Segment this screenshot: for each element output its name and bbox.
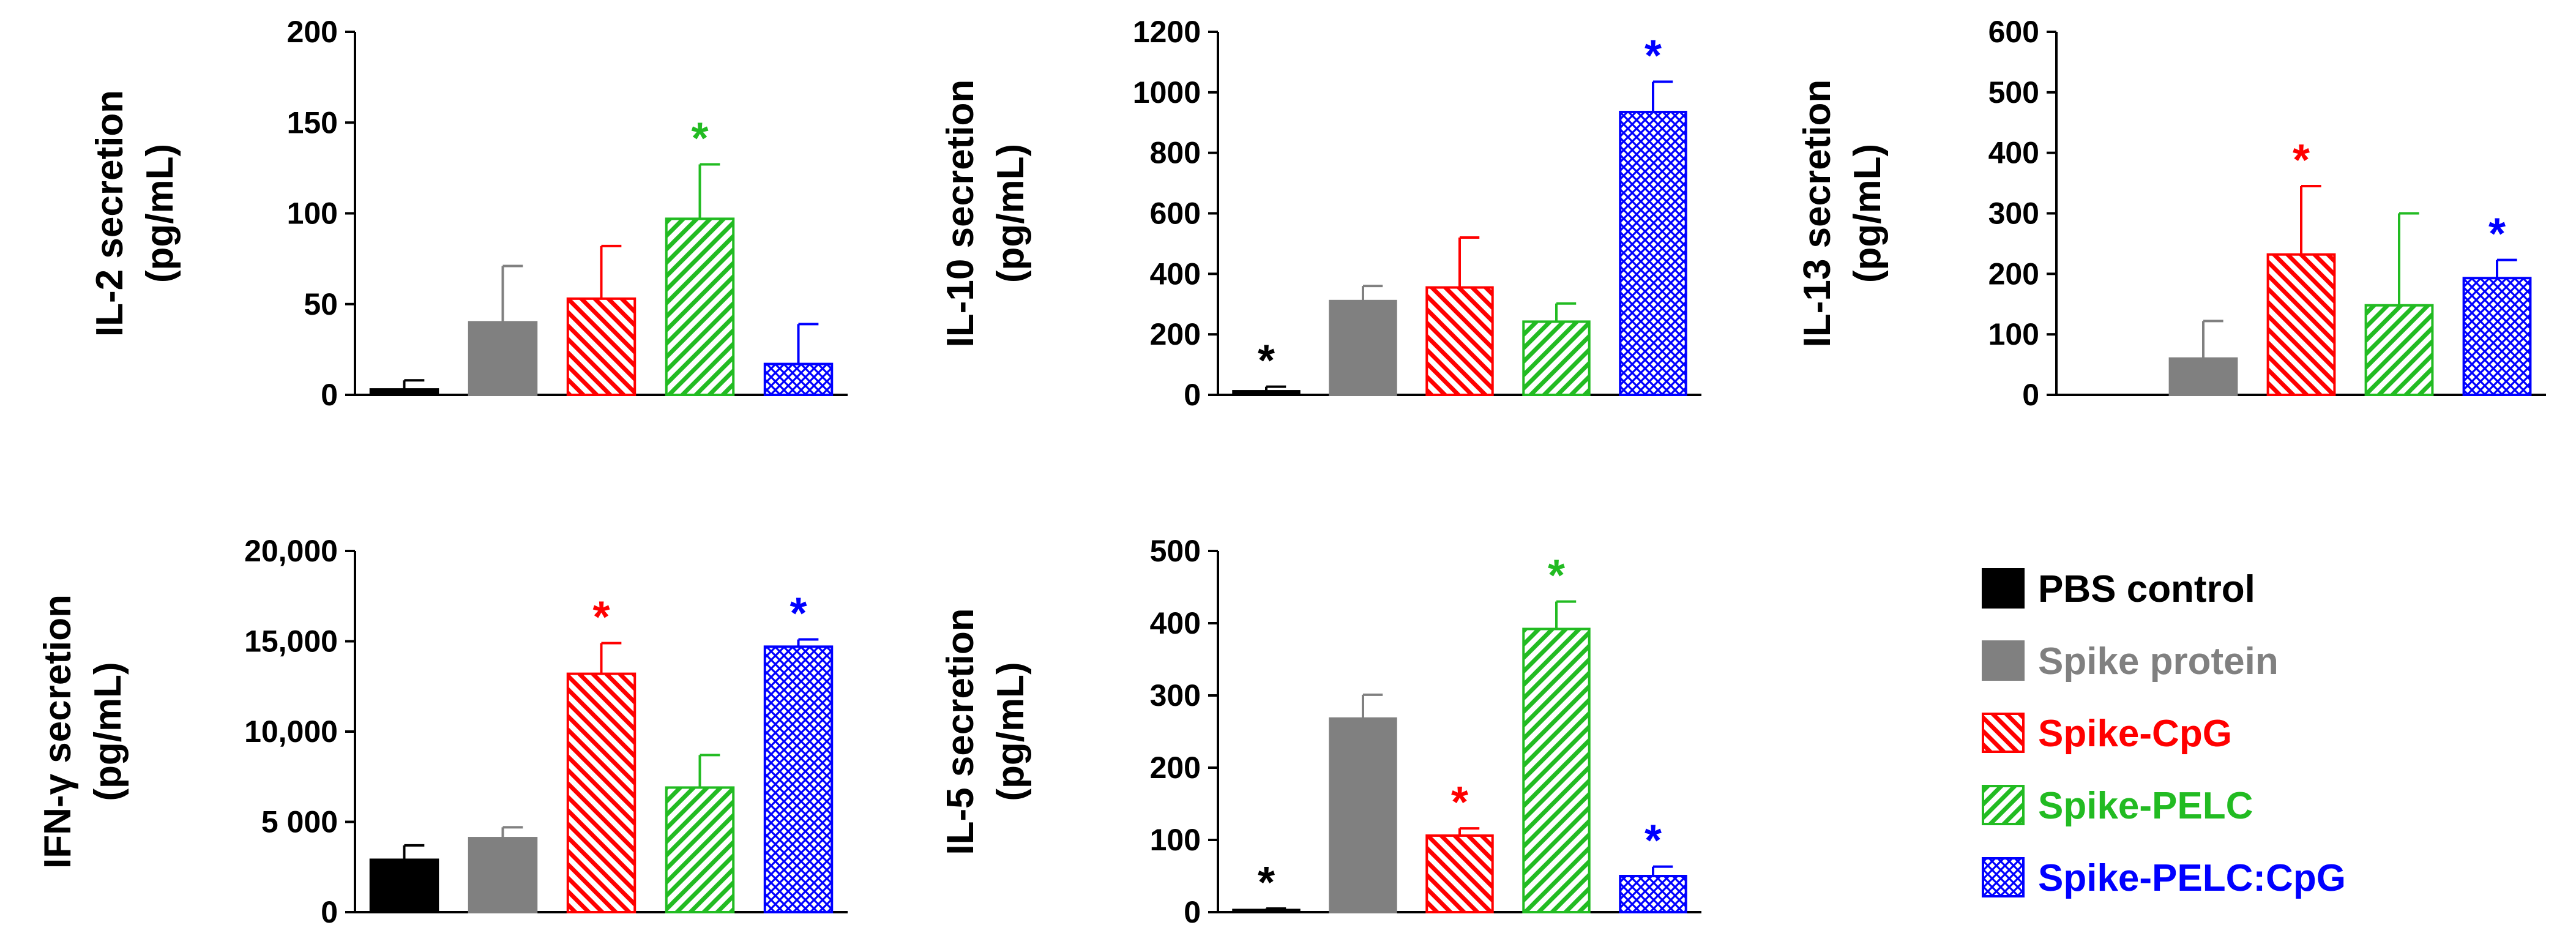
y-axis-title: IL-13 secretion (1796, 80, 1839, 348)
y-tick-label: 150 (287, 105, 338, 140)
legend-label: PBS control (2038, 568, 2255, 610)
bar-pbs-control (369, 388, 439, 396)
y-axis-units: (pg/mL) (990, 662, 1032, 801)
y-tick-label: 200 (1988, 257, 2039, 291)
legend-label: Spike-CpG (2038, 713, 2232, 755)
chart-il-5: 0 100 200 300 400 500 IL-5 secretion (pg/mL) * * *… (939, 534, 1701, 929)
legend-item-pbs-control: PBS control (1982, 568, 2255, 610)
bar-spike-pelc-cpg (1619, 875, 1687, 913)
chart-ifn-: 0 5 000 10,000 15,000 20,000 IFN-γ secretion(… (37, 534, 848, 929)
bar-spike-protein (1329, 717, 1397, 913)
significance-marker: * (592, 593, 610, 642)
chart-il-13: 0 100 200 300 400 500 600 IL-13 secretion (pg/mL… (1796, 15, 2546, 412)
y-tick-label: 500 (1988, 75, 2039, 110)
significance-marker: * (1451, 778, 1468, 827)
y-tick-label: 100 (287, 197, 338, 231)
bar-pbs-control (1232, 908, 1301, 913)
y-tick-label: 20,000 (244, 534, 338, 568)
bar-spike-pelc-cpg (1619, 110, 1687, 396)
y-tick-label: 600 (1150, 197, 1201, 231)
bar-pbs-control (369, 858, 439, 913)
legend-item-spike-pelc-cpg: Spike-PELC:CpG (1982, 857, 2346, 899)
y-tick-label: 5 000 (261, 805, 338, 839)
significance-marker: * (2293, 136, 2310, 185)
bar-spike-cpg (566, 672, 637, 913)
y-axis-title: IL-2 secretion (89, 90, 131, 337)
significance-marker: * (1548, 552, 1565, 601)
bar-spike-cpg (1425, 286, 1494, 396)
y-axis-title: IL-5 secretion (939, 608, 982, 855)
y-tick-label: 300 (1150, 678, 1201, 713)
y-tick-label: 200 (1150, 317, 1201, 351)
legend-swatch (1982, 568, 2025, 609)
legend-swatch (1982, 785, 2025, 825)
bar-spike-cpg (2266, 253, 2336, 396)
bar-spike-cpg (1425, 834, 1494, 914)
y-tick-label: 1200 (1133, 15, 1201, 49)
y-tick-label: 0 (321, 378, 338, 412)
legend-swatch (1982, 857, 2025, 897)
y-tick-label: 200 (1150, 751, 1201, 785)
bar-spike-pelc (1522, 320, 1591, 397)
legend-label: Spike-PELC (2038, 785, 2253, 827)
y-tick-label: 50 (304, 287, 338, 321)
y-tick-label: 800 (1150, 136, 1201, 170)
y-axis-units: (pg/mL) (1846, 144, 1889, 283)
y-tick-label: 200 (287, 15, 338, 49)
significance-marker: * (790, 590, 807, 639)
legend-item-spike-protein: Spike protein (1982, 640, 2279, 683)
significance-marker: * (691, 114, 708, 163)
legend-swatch (1982, 640, 2025, 681)
y-tick-label: 100 (1150, 823, 1201, 857)
y-tick-label: 400 (1988, 136, 2039, 170)
y-axis-units: (pg/mL) (87, 662, 129, 801)
legend-item-spike-pelc: Spike-PELC (1982, 785, 2253, 827)
bar-spike-pelc (1522, 627, 1591, 913)
bar-spike-pelc (2364, 304, 2434, 396)
y-axis-title: IL-10 secretion (939, 80, 982, 348)
significance-marker: * (1645, 32, 1662, 81)
y-tick-label: 600 (1988, 15, 2039, 49)
y-tick-label: 400 (1150, 606, 1201, 640)
significance-marker: * (2488, 210, 2506, 259)
y-tick-label: 0 (2022, 378, 2039, 412)
bar-spike-pelc (665, 786, 735, 913)
bar-pbs-control (1232, 390, 1301, 397)
bar-spike-protein (468, 837, 538, 914)
significance-marker: * (1258, 858, 1275, 907)
bar-spike-pelc (665, 217, 735, 396)
bar-spike-cpg (566, 297, 637, 397)
legend: PBS control Spike protein Spike-CpG Spike-P… (1982, 568, 2346, 899)
y-tick-label: 15,000 (244, 624, 338, 659)
legend-label: Spike protein (2038, 640, 2279, 683)
bar-spike-protein (468, 321, 538, 397)
bar-spike-pelc-cpg (2462, 277, 2532, 397)
significance-marker: * (1645, 817, 1662, 866)
y-tick-label: 0 (1184, 378, 1201, 412)
y-axis-title: IFN-γ secretion (37, 594, 79, 869)
chart-il-10: 0 200 400 600 800 1000 1200 IL-10 secretion (pg/… (939, 15, 1701, 412)
y-axis-units: (pg/mL) (990, 144, 1032, 283)
y-tick-label: 400 (1150, 257, 1201, 291)
y-tick-label: 300 (1988, 197, 2039, 231)
y-tick-label: 0 (321, 895, 338, 929)
y-axis-units: (pg/mL) (139, 144, 181, 283)
bar-spike-protein (1329, 299, 1397, 396)
legend-label: Spike-PELC:CpG (2038, 857, 2346, 899)
legend-swatch (1982, 713, 2025, 753)
y-tick-label: 10,000 (244, 714, 338, 749)
y-tick-label: 1000 (1133, 75, 1201, 110)
significance-marker: * (1258, 337, 1275, 386)
bar-spike-protein (2168, 357, 2238, 397)
legend-item-spike-cpg: Spike-CpG (1982, 713, 2232, 755)
y-tick-label: 500 (1150, 534, 1201, 568)
y-tick-label: 100 (1988, 317, 2039, 351)
bar-spike-pelc-cpg (763, 362, 834, 396)
chart-il-2: 0 50 100 150 200 IL-2 secretion (pg/mL) * (89, 15, 848, 412)
bar-spike-pelc-cpg (763, 645, 834, 913)
y-tick-label: 0 (1184, 895, 1201, 929)
